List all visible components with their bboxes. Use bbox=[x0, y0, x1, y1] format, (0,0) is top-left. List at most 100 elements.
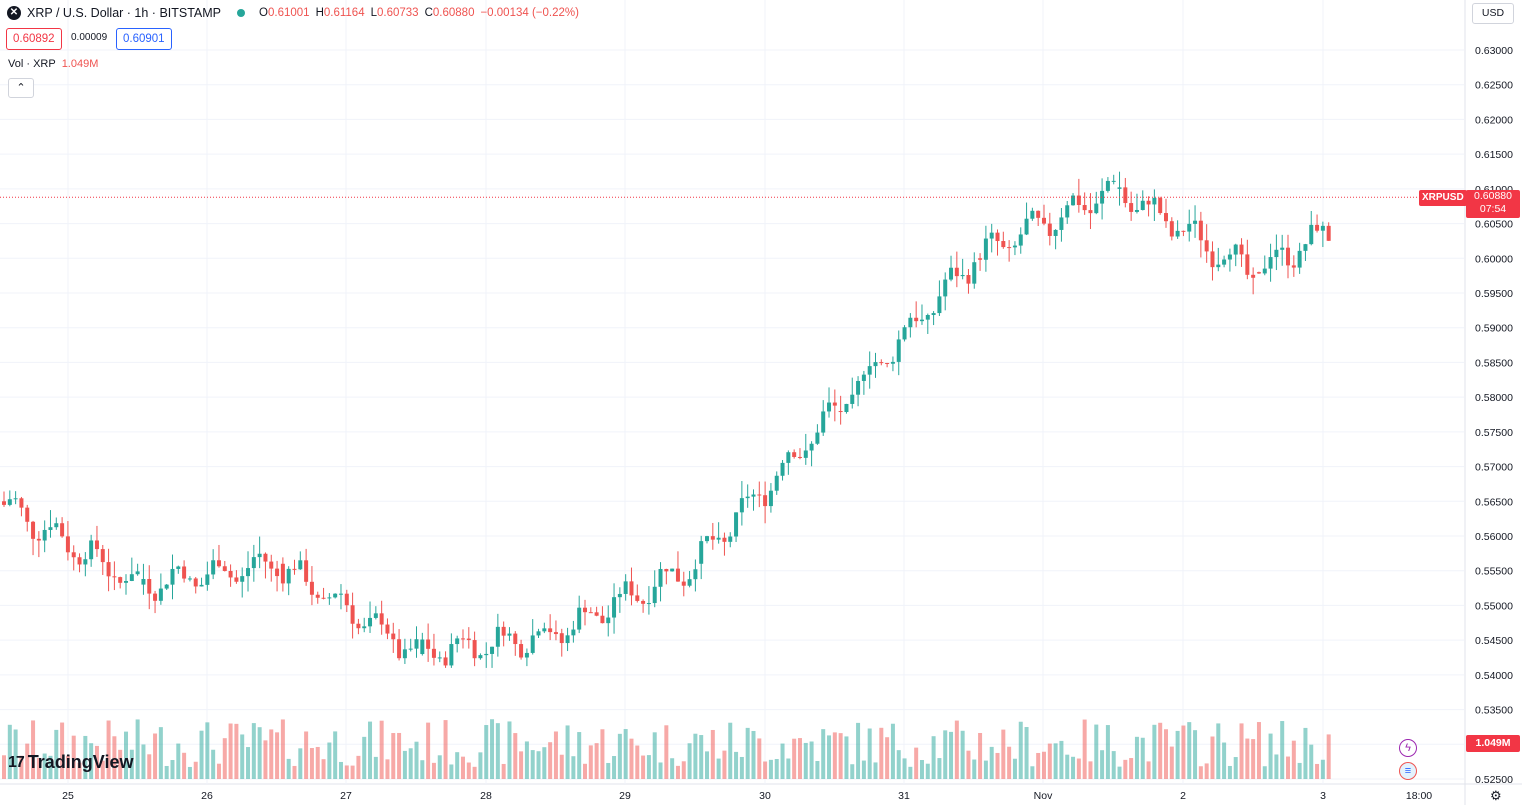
tradingview-wordmark: TradingView bbox=[27, 752, 134, 772]
volume-bar bbox=[675, 765, 680, 779]
volume-bar bbox=[972, 759, 977, 779]
y-tick-label: 0.57500 bbox=[1475, 427, 1513, 439]
candle-body bbox=[170, 568, 175, 585]
volume-bar bbox=[472, 766, 477, 779]
candle-body bbox=[350, 605, 355, 624]
volume-bar bbox=[153, 733, 158, 779]
volume-bar bbox=[460, 756, 465, 779]
volume-bar bbox=[414, 741, 419, 779]
candle-body bbox=[681, 581, 686, 586]
candle-body bbox=[501, 626, 506, 636]
candle-body bbox=[31, 521, 36, 539]
volume-bar bbox=[850, 764, 855, 779]
volume-bar bbox=[937, 758, 942, 779]
candle-body bbox=[867, 366, 872, 375]
volume-bar bbox=[1326, 734, 1331, 779]
volume-bar bbox=[495, 723, 500, 779]
candle-body bbox=[658, 568, 663, 587]
candle-body bbox=[94, 540, 99, 550]
y-tick-label: 0.60500 bbox=[1475, 219, 1513, 231]
volume-bar bbox=[844, 736, 849, 779]
candle-body bbox=[809, 443, 814, 451]
volume-bar bbox=[100, 760, 105, 779]
y-tick-label: 0.62000 bbox=[1475, 114, 1513, 126]
us-flag-event-icon[interactable]: ≡ bbox=[1399, 762, 1417, 780]
candle-body bbox=[362, 626, 367, 629]
candle-body bbox=[118, 577, 123, 583]
candle-body bbox=[954, 267, 959, 277]
candle-body bbox=[780, 462, 785, 476]
volume-bar bbox=[705, 751, 710, 779]
symbol-title[interactable]: XRP / U.S. Dollar · 1h · BITSTAMP bbox=[27, 6, 222, 20]
volume-bar bbox=[751, 730, 756, 779]
candle-body bbox=[338, 593, 343, 595]
candle-body bbox=[408, 648, 413, 650]
volume-bar bbox=[513, 733, 518, 779]
candle-body bbox=[391, 633, 396, 640]
candle-body bbox=[989, 232, 994, 239]
settings-gear-icon[interactable]: ⚙ bbox=[1490, 788, 1502, 803]
candle-body bbox=[257, 553, 262, 558]
volume-bar bbox=[652, 732, 657, 779]
y-tick-label: 0.61500 bbox=[1475, 149, 1513, 161]
volume-bar bbox=[542, 747, 547, 779]
candle-body bbox=[1012, 245, 1017, 248]
volume-bar bbox=[234, 723, 239, 779]
currency-selector[interactable]: USD bbox=[1472, 3, 1514, 24]
candle-body bbox=[838, 411, 843, 413]
volume-bar bbox=[734, 751, 739, 779]
volume-bar bbox=[379, 720, 384, 779]
volume-bar bbox=[786, 758, 791, 779]
volume-bar bbox=[350, 765, 355, 779]
volume-bar bbox=[443, 720, 448, 779]
candle-body bbox=[1181, 230, 1186, 232]
candle-body bbox=[530, 635, 535, 653]
volume-bar bbox=[577, 732, 582, 779]
volume-bar bbox=[571, 756, 576, 779]
volume-bar bbox=[182, 752, 187, 779]
volume-bar bbox=[919, 760, 924, 779]
candle-body bbox=[1123, 187, 1128, 204]
candle-body bbox=[460, 638, 465, 640]
candle-body bbox=[606, 617, 611, 624]
volume-bar bbox=[1280, 721, 1285, 779]
collapse-legend-button[interactable]: ⌃ bbox=[8, 78, 34, 98]
volume-bar bbox=[1291, 740, 1296, 779]
tradingview-logo[interactable]: 17 TradingView bbox=[8, 752, 134, 773]
candle-body bbox=[315, 594, 320, 598]
candle-body bbox=[1187, 223, 1192, 232]
candle-body bbox=[507, 633, 512, 636]
volume-bar bbox=[1105, 725, 1110, 779]
y-tick-label: 0.59000 bbox=[1475, 323, 1513, 335]
volume-bar bbox=[257, 727, 262, 779]
volume-bar bbox=[1036, 752, 1041, 779]
candle-body bbox=[890, 361, 895, 364]
volume-price-tag: 1.049M bbox=[1466, 735, 1520, 752]
volume-bar bbox=[954, 720, 959, 779]
volume-bar bbox=[251, 723, 256, 779]
volume-bar bbox=[106, 720, 111, 779]
candle-body bbox=[182, 566, 187, 579]
y-tick-label: 0.55000 bbox=[1475, 600, 1513, 612]
candle-body bbox=[1251, 274, 1256, 278]
candle-body bbox=[978, 258, 983, 260]
volume-bar bbox=[1181, 725, 1186, 779]
volume-bar bbox=[1216, 723, 1221, 779]
lightning-event-icon[interactable]: ϟ bbox=[1399, 739, 1417, 757]
candle-body bbox=[908, 317, 913, 328]
candle-body bbox=[13, 498, 18, 500]
buy-button[interactable]: 0.60901 bbox=[116, 28, 172, 50]
ohlc-value: 0.60880 bbox=[432, 7, 475, 19]
candle-body bbox=[333, 593, 338, 598]
volume-bar bbox=[722, 750, 727, 779]
y-tick-label: 0.63000 bbox=[1475, 45, 1513, 57]
volume-bar bbox=[1262, 766, 1267, 779]
volume-bar bbox=[635, 745, 640, 779]
sell-button[interactable]: 0.60892 bbox=[6, 28, 62, 50]
volume-bar bbox=[606, 762, 611, 779]
ohlc-key: H bbox=[315, 7, 324, 19]
xrp-logo-icon: ✕ bbox=[7, 6, 21, 20]
volume-bar bbox=[478, 752, 483, 779]
market-status-icon[interactable] bbox=[237, 9, 246, 17]
